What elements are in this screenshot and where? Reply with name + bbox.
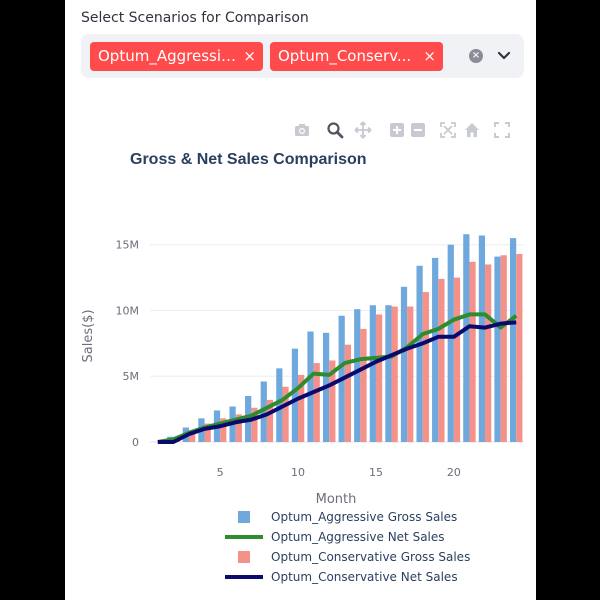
bar: [329, 360, 336, 442]
autoscale-icon[interactable]: [439, 121, 457, 139]
legend-swatch: [238, 551, 250, 563]
bar: [432, 257, 439, 442]
scenario-multiselect[interactable]: Optum_Aggressive × Optum_Conserv... × ×: [81, 34, 524, 78]
bar: [291, 348, 299, 442]
zoom-in-icon[interactable]: [388, 121, 406, 139]
bar: [469, 261, 476, 442]
legend-swatch: [238, 511, 250, 523]
bar: [282, 386, 289, 442]
legend-label: Optum_Conservative Net Sales: [271, 570, 458, 584]
chart-title: Gross & Net Sales Comparison: [130, 151, 367, 168]
lines: [157, 312, 518, 444]
y-tick-labels: 0 5M 10M 15M: [116, 239, 140, 449]
legend-label: Optum_Conservative Gross Sales: [271, 550, 470, 564]
bar: [400, 286, 408, 442]
bar: [344, 344, 352, 442]
bar: [385, 305, 392, 442]
bar: [375, 314, 383, 442]
bar: [188, 430, 196, 442]
bar: [438, 278, 445, 442]
series-line: [157, 312, 518, 444]
bar: [463, 234, 470, 442]
pan-icon[interactable]: [354, 121, 372, 139]
bar: [453, 277, 461, 442]
bar: [391, 306, 398, 442]
chip-label: Optum_Aggressive: [98, 47, 238, 65]
bar: [509, 238, 517, 442]
remove-chip-icon[interactable]: ×: [423, 47, 436, 65]
bar: [260, 381, 267, 442]
clear-all-icon[interactable]: ×: [469, 49, 483, 63]
sales-chart: Gross & Net Sales Comparison 0 5M 10M 15M 5…: [81, 151, 524, 584]
bar: [307, 331, 314, 442]
legend-label: Optum_Aggressive Net Sales: [271, 530, 445, 544]
bars: [167, 234, 523, 442]
chip-optum-aggressive: Optum_Aggressive ×: [90, 42, 263, 71]
bar: [204, 423, 211, 442]
home-icon[interactable]: [463, 121, 481, 139]
y-axis-label: Sales($): [81, 309, 96, 362]
zoom-icon[interactable]: [326, 121, 344, 139]
chart-panel: Select Scenarios for Comparison Optum_Ag…: [65, 0, 536, 600]
multiselect-label: Select Scenarios for Comparison: [81, 10, 309, 26]
bar: [407, 306, 414, 442]
x-tick-labels: 5 10 15 20: [217, 466, 461, 479]
grid-lines: [150, 244, 524, 443]
bar: [494, 256, 501, 442]
legend: Optum_Aggressive Gross Sales Optum_Aggres…: [225, 510, 470, 584]
legend-label: Optum_Aggressive Gross Sales: [271, 510, 457, 524]
remove-chip-icon[interactable]: ×: [243, 47, 256, 65]
x-tick-label: 5: [217, 466, 224, 479]
bar: [516, 253, 523, 442]
bar: [369, 305, 376, 442]
bar: [422, 292, 429, 442]
y-tick-label: 10M: [116, 304, 140, 317]
bar: [251, 407, 258, 442]
chevron-down-icon[interactable]: [495, 46, 513, 64]
y-tick-label: 5M: [123, 370, 140, 383]
chip-optum-conservative: Optum_Conserv... ×: [270, 42, 443, 71]
camera-icon[interactable]: [293, 121, 311, 139]
bar: [220, 418, 227, 442]
x-tick-label: 10: [291, 466, 305, 479]
bar: [298, 374, 305, 442]
bar: [360, 328, 367, 442]
bar: [416, 265, 423, 442]
x-tick-label: 20: [447, 466, 461, 479]
bar: [500, 255, 507, 442]
bar: [478, 235, 486, 442]
bar: [447, 244, 454, 442]
y-tick-label: 0: [132, 436, 139, 449]
bar: [276, 368, 283, 442]
bar: [313, 363, 320, 442]
bar: [354, 309, 361, 442]
bar: [235, 414, 242, 442]
fullscreen-icon[interactable]: [493, 121, 511, 139]
zoom-out-icon[interactable]: [409, 121, 427, 139]
y-tick-label: 15M: [116, 239, 140, 252]
bar: [266, 399, 274, 442]
x-tick-label: 15: [369, 466, 383, 479]
x-axis-label: Month: [316, 492, 357, 507]
bar: [485, 264, 492, 442]
series-line: [157, 320, 517, 444]
chip-label: Optum_Conserv...: [278, 47, 412, 65]
